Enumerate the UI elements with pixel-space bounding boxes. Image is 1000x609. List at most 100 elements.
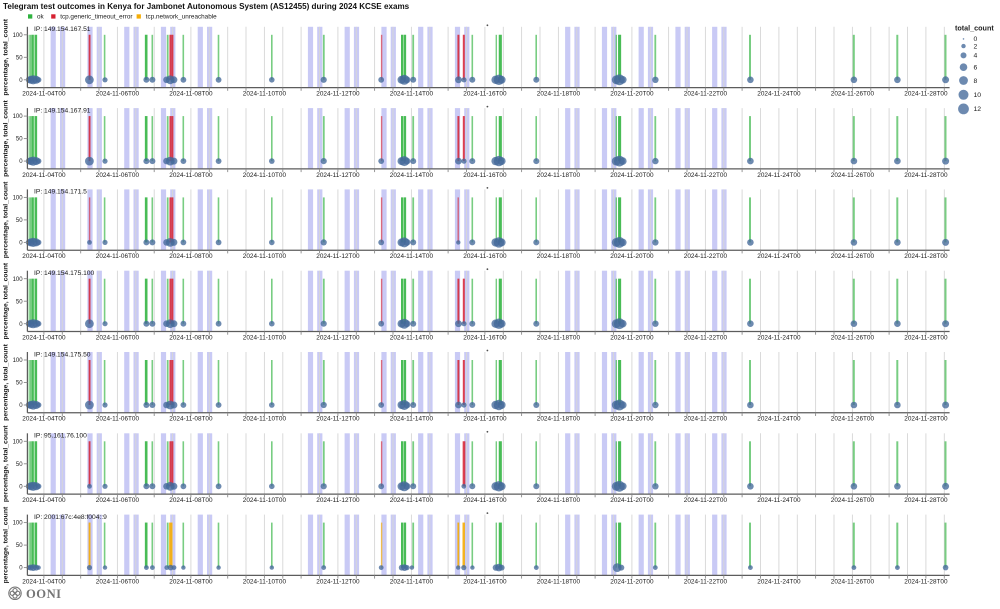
svg-text:2024-11-12T00: 2024-11-12T00 (316, 91, 360, 98)
svg-text:0: 0 (19, 159, 23, 165)
svg-text:2024-11-26T00: 2024-11-26T00 (831, 253, 875, 260)
svg-text:2024-11-24T00: 2024-11-24T00 (757, 416, 801, 423)
svg-text:2024-11-20T00: 2024-11-20T00 (610, 172, 654, 179)
svg-text:2024-11-18T00: 2024-11-18T00 (537, 91, 581, 98)
svg-text:2024-11-24T00: 2024-11-24T00 (757, 497, 801, 504)
svg-text:2024-11-06T00: 2024-11-06T00 (96, 91, 140, 98)
svg-text:8: 8 (974, 78, 978, 85)
svg-text:percentage, total_count: percentage, total_count (3, 506, 10, 583)
svg-text:2024-11-04T00: 2024-11-04T00 (22, 578, 66, 585)
svg-text:2024-11-10T00: 2024-11-10T00 (243, 578, 287, 585)
svg-text:2024-11-22T00: 2024-11-22T00 (684, 91, 728, 98)
svg-text:2024-11-18T00: 2024-11-18T00 (537, 334, 581, 341)
svg-text:ok: ok (37, 14, 45, 21)
svg-text:6: 6 (974, 65, 978, 72)
svg-text:percentage, total_count: percentage, total_count (3, 100, 10, 177)
svg-text:2024-11-22T00: 2024-11-22T00 (684, 172, 728, 179)
svg-text:50: 50 (16, 299, 23, 305)
svg-text:2024-11-06T00: 2024-11-06T00 (96, 416, 140, 423)
svg-text:percentage, total_count: percentage, total_count (3, 343, 10, 420)
svg-text:2024-11-26T00: 2024-11-26T00 (831, 172, 875, 179)
svg-text:2024-11-14T00: 2024-11-14T00 (390, 497, 434, 504)
svg-text:2024-11-04T00: 2024-11-04T00 (22, 334, 66, 341)
svg-text:0: 0 (974, 36, 978, 43)
svg-text:50: 50 (16, 218, 23, 224)
svg-text:2024-11-22T00: 2024-11-22T00 (684, 497, 728, 504)
svg-text:100: 100 (13, 33, 24, 39)
svg-text:percentage, total_count: percentage, total_count (3, 181, 10, 258)
svg-text:2024-11-12T00: 2024-11-12T00 (316, 172, 360, 179)
svg-text:2024-11-16T00: 2024-11-16T00 (463, 578, 507, 585)
svg-text:2024-11-10T00: 2024-11-10T00 (243, 334, 287, 341)
svg-text:percentage, total_count: percentage, total_count (3, 18, 10, 95)
svg-text:4: 4 (974, 53, 978, 60)
svg-text:2024-11-12T00: 2024-11-12T00 (316, 416, 360, 423)
svg-text:100: 100 (13, 439, 24, 445)
svg-text:2024-11-10T00: 2024-11-10T00 (243, 416, 287, 423)
svg-text:2024-11-16T00: 2024-11-16T00 (463, 334, 507, 341)
svg-text:2024-11-16T00: 2024-11-16T00 (463, 91, 507, 98)
svg-text:2024-11-16T00: 2024-11-16T00 (463, 497, 507, 504)
svg-text:10: 10 (974, 92, 982, 99)
svg-text:IP: 2001:67c:4e8:f004::9: IP: 2001:67c:4e8:f004::9 (34, 514, 107, 521)
svg-text:tcp.generic_timeout_error: tcp.generic_timeout_error (60, 14, 132, 21)
svg-text:2024-11-08T00: 2024-11-08T00 (169, 578, 213, 585)
svg-text:2024-11-12T00: 2024-11-12T00 (316, 334, 360, 341)
svg-text:2024-11-28T00: 2024-11-28T00 (904, 172, 948, 179)
svg-text:IP: 149.154.171.5: IP: 149.154.171.5 (34, 189, 87, 196)
svg-text:IP: 95.161.76.100: IP: 95.161.76.100 (34, 433, 87, 440)
svg-text:2024-11-18T00: 2024-11-18T00 (537, 416, 581, 423)
svg-text:IP: 149.154.167.91: IP: 149.154.167.91 (34, 107, 91, 114)
svg-text:2024-11-04T00: 2024-11-04T00 (22, 416, 66, 423)
svg-text:2024-11-12T00: 2024-11-12T00 (316, 253, 360, 260)
svg-text:2024-11-08T00: 2024-11-08T00 (169, 91, 213, 98)
svg-text:2024-11-14T00: 2024-11-14T00 (390, 416, 434, 423)
svg-text:2024-11-16T00: 2024-11-16T00 (463, 253, 507, 260)
svg-text:2024-11-08T00: 2024-11-08T00 (169, 416, 213, 423)
svg-text:2024-11-04T00: 2024-11-04T00 (22, 91, 66, 98)
svg-text:2024-11-20T00: 2024-11-20T00 (610, 334, 654, 341)
svg-text:2024-11-28T00: 2024-11-28T00 (904, 578, 948, 585)
svg-text:2024-11-28T00: 2024-11-28T00 (904, 497, 948, 504)
svg-text:2024-11-12T00: 2024-11-12T00 (316, 578, 360, 585)
svg-text:2024-11-14T00: 2024-11-14T00 (390, 334, 434, 341)
svg-text:2024-11-20T00: 2024-11-20T00 (610, 578, 654, 585)
svg-text:2024-11-24T00: 2024-11-24T00 (757, 578, 801, 585)
svg-text:2024-11-28T00: 2024-11-28T00 (904, 91, 948, 98)
svg-text:2024-11-20T00: 2024-11-20T00 (610, 497, 654, 504)
svg-text:2024-11-24T00: 2024-11-24T00 (757, 334, 801, 341)
svg-text:2024-11-22T00: 2024-11-22T00 (684, 334, 728, 341)
svg-text:100: 100 (13, 277, 24, 283)
svg-text:50: 50 (16, 543, 23, 549)
svg-text:2024-11-28T00: 2024-11-28T00 (904, 416, 948, 423)
svg-text:50: 50 (16, 381, 23, 387)
svg-text:100: 100 (13, 521, 24, 527)
svg-text:OONI: OONI (26, 587, 62, 601)
svg-text:2024-11-18T00: 2024-11-18T00 (537, 497, 581, 504)
svg-text:2024-11-22T00: 2024-11-22T00 (684, 578, 728, 585)
svg-text:2024-11-18T00: 2024-11-18T00 (537, 578, 581, 585)
svg-text:0: 0 (19, 322, 23, 328)
svg-text:2024-11-10T00: 2024-11-10T00 (243, 497, 287, 504)
svg-text:2024-11-24T00: 2024-11-24T00 (757, 91, 801, 98)
svg-text:2024-11-24T00: 2024-11-24T00 (757, 253, 801, 260)
svg-text:IP: 149.154.167.51: IP: 149.154.167.51 (34, 26, 91, 33)
svg-text:2024-11-22T00: 2024-11-22T00 (684, 253, 728, 260)
svg-text:2024-11-28T00: 2024-11-28T00 (904, 334, 948, 341)
svg-text:2024-11-10T00: 2024-11-10T00 (243, 253, 287, 260)
svg-text:2024-11-14T00: 2024-11-14T00 (390, 578, 434, 585)
svg-text:2024-11-26T00: 2024-11-26T00 (831, 416, 875, 423)
svg-text:2024-11-10T00: 2024-11-10T00 (243, 91, 287, 98)
svg-text:100: 100 (13, 114, 24, 120)
svg-text:2024-11-20T00: 2024-11-20T00 (610, 416, 654, 423)
svg-text:0: 0 (19, 484, 23, 490)
svg-text:2024-11-20T00: 2024-11-20T00 (610, 253, 654, 260)
svg-text:100: 100 (13, 196, 24, 202)
svg-text:2024-11-04T00: 2024-11-04T00 (22, 253, 66, 260)
svg-text:IP: 149.154.175.100: IP: 149.154.175.100 (34, 270, 95, 277)
svg-text:12: 12 (974, 106, 982, 113)
svg-text:Telegram test outcomes in Keny: Telegram test outcomes in Kenya for Jamb… (3, 2, 410, 11)
svg-text:2: 2 (974, 43, 978, 50)
svg-text:0: 0 (19, 566, 23, 572)
svg-text:2024-11-04T00: 2024-11-04T00 (22, 497, 66, 504)
